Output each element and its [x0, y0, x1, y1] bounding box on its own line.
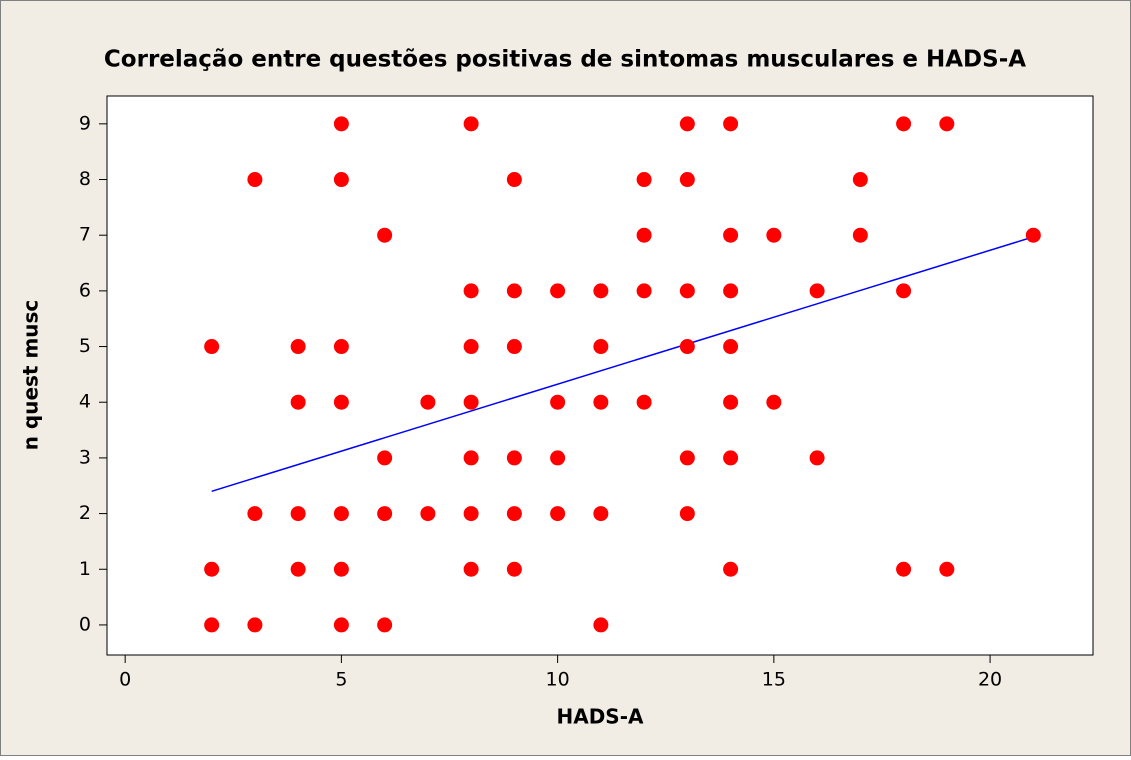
point — [679, 506, 695, 522]
point — [204, 617, 220, 633]
chart-title: Correlação entre questões positivas de s… — [104, 47, 1026, 73]
point — [247, 617, 263, 633]
point — [896, 116, 912, 132]
point — [463, 561, 479, 577]
point — [809, 450, 825, 466]
y-tick-label: 9 — [79, 112, 91, 134]
point — [333, 116, 349, 132]
point — [377, 450, 393, 466]
point — [333, 172, 349, 188]
x-tick-label: 15 — [762, 669, 786, 691]
point — [636, 172, 652, 188]
point — [506, 506, 522, 522]
point — [204, 339, 220, 355]
point — [463, 394, 479, 410]
point — [593, 617, 609, 633]
point — [420, 394, 436, 410]
point — [550, 283, 566, 299]
y-tick-label: 8 — [79, 168, 91, 190]
point — [247, 506, 263, 522]
point — [766, 227, 782, 243]
point — [506, 339, 522, 355]
point — [723, 116, 739, 132]
y-tick-label: 0 — [79, 613, 91, 635]
point — [290, 394, 306, 410]
point — [593, 394, 609, 410]
point — [852, 172, 868, 188]
point — [290, 339, 306, 355]
plot-area — [106, 95, 1094, 656]
point — [506, 172, 522, 188]
point — [679, 339, 695, 355]
point — [377, 506, 393, 522]
point — [593, 339, 609, 355]
point — [939, 116, 955, 132]
x-tick-label: 10 — [546, 669, 570, 691]
point — [679, 172, 695, 188]
point — [896, 283, 912, 299]
point — [333, 506, 349, 522]
point — [809, 283, 825, 299]
point — [679, 116, 695, 132]
y-tick-label: 5 — [79, 335, 91, 357]
point — [679, 283, 695, 299]
fit-line — [211, 236, 1034, 493]
point — [333, 394, 349, 410]
point — [550, 450, 566, 466]
point — [852, 227, 868, 243]
point — [723, 339, 739, 355]
point — [506, 450, 522, 466]
point — [333, 561, 349, 577]
point — [593, 506, 609, 522]
point — [636, 227, 652, 243]
point — [766, 394, 782, 410]
y-tick-label: 4 — [79, 391, 91, 413]
point — [463, 116, 479, 132]
y-axis-label: n quest musc — [19, 300, 43, 451]
point — [939, 561, 955, 577]
point — [420, 506, 436, 522]
y-tick-label: 3 — [79, 446, 91, 468]
point — [593, 283, 609, 299]
point — [550, 506, 566, 522]
point — [463, 450, 479, 466]
point — [1025, 227, 1041, 243]
x-tick-label: 5 — [335, 669, 347, 691]
point — [333, 617, 349, 633]
y-tick-label: 6 — [79, 279, 91, 301]
y-tick-label: 1 — [79, 558, 91, 580]
point — [333, 339, 349, 355]
point — [723, 450, 739, 466]
point — [377, 617, 393, 633]
point — [377, 227, 393, 243]
y-tick-label: 2 — [79, 502, 91, 524]
point — [290, 561, 306, 577]
point — [723, 561, 739, 577]
point — [290, 506, 306, 522]
point — [636, 283, 652, 299]
point — [723, 394, 739, 410]
point — [247, 172, 263, 188]
point — [723, 283, 739, 299]
point — [723, 227, 739, 243]
x-tick-label: 0 — [119, 669, 131, 691]
x-axis-label: HADS-A — [556, 705, 644, 729]
x-tick-label: 20 — [978, 669, 1002, 691]
point — [204, 561, 220, 577]
point — [679, 450, 695, 466]
y-tick-label: 7 — [79, 224, 91, 246]
point — [506, 283, 522, 299]
point — [636, 394, 652, 410]
point — [506, 561, 522, 577]
point — [463, 339, 479, 355]
point — [550, 394, 566, 410]
point — [463, 283, 479, 299]
point — [896, 561, 912, 577]
point — [463, 506, 479, 522]
